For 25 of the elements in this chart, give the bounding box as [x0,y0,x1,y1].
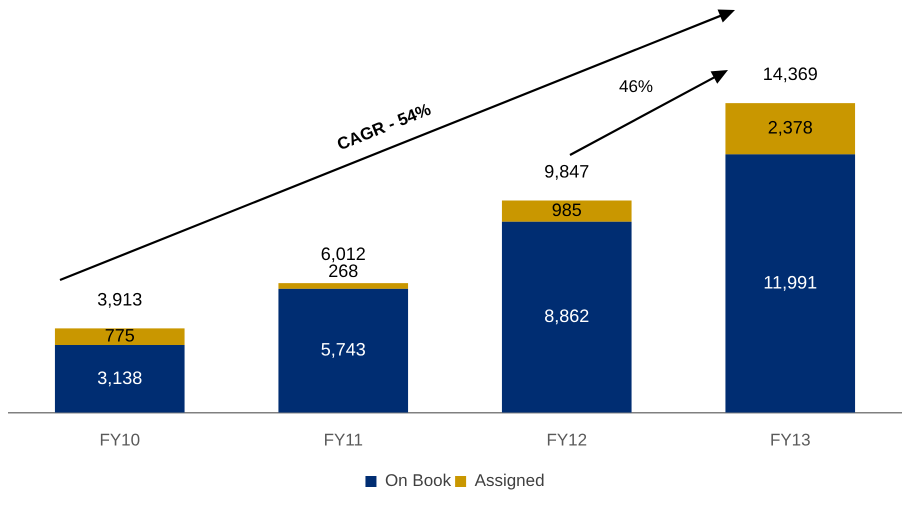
data-label: 985 [552,200,582,220]
data-label: 3,138 [97,368,142,388]
bar [502,222,632,413]
data-label: 775 [104,326,135,346]
data-label: 8,862 [544,306,590,326]
data-label: 5,743 [320,340,366,360]
total-label: 3,913 [97,289,142,310]
data-label: 2,378 [768,118,813,138]
x-tick-label: FY12 [546,430,588,450]
x-tick-label: FY11 [324,430,363,450]
total-label: 9,847 [544,161,590,182]
legend-label: Assigned [474,471,545,490]
legend-label: On Book [384,471,452,490]
x-tick-label: FY13 [770,430,811,450]
bar [502,200,632,222]
bar [725,154,856,413]
bar [278,283,408,289]
data-label: 11,991 [763,272,818,292]
bar [278,288,408,413]
annotation: CAGR - 54% [334,100,434,154]
total-label: 14,369 [762,64,818,84]
bar [54,328,185,346]
text: 46% [618,77,654,96]
x-tick-label: FY10 [99,430,140,450]
bar [54,345,185,413]
